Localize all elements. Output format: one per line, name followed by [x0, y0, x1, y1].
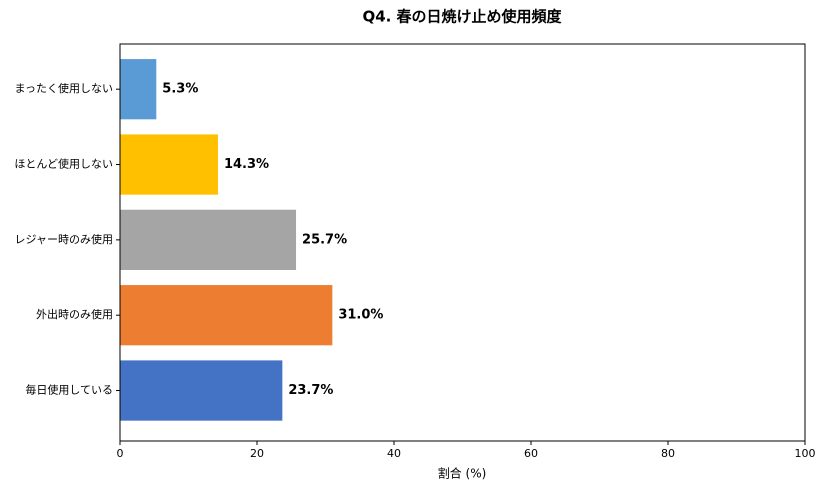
plot-frame: [119, 43, 806, 442]
x-tick-label: 20: [250, 447, 264, 460]
bar: [120, 285, 333, 346]
chart-title: Q4. 春の日焼け止め使用頻度: [362, 8, 562, 26]
bar: [120, 209, 297, 270]
bar: [120, 134, 218, 195]
x-tick-label: 100: [795, 447, 816, 460]
bar: [120, 59, 157, 120]
value-label: 14.3%: [224, 157, 269, 172]
x-axis-label: 割合 (%): [438, 466, 487, 481]
x-tick-label: 80: [661, 447, 675, 460]
x-tick-label: 60: [524, 447, 538, 460]
y-tick-label: ほとんど使用しない: [14, 158, 113, 171]
value-label: 25.7%: [302, 232, 347, 247]
x-tick-label: 0: [117, 447, 124, 460]
value-label: 5.3%: [162, 82, 198, 97]
value-label: 31.0%: [338, 308, 383, 323]
y-tick-label: 外出時のみ使用: [36, 307, 113, 321]
y-tick-label: レジャー時のみ使用: [15, 233, 113, 246]
value-label: 23.7%: [288, 383, 333, 398]
x-tick-label: 40: [387, 447, 401, 460]
bar: [120, 360, 283, 421]
y-tick-label: まったく使用しない: [14, 82, 113, 95]
y-tick-label: 毎日使用している: [25, 384, 113, 397]
